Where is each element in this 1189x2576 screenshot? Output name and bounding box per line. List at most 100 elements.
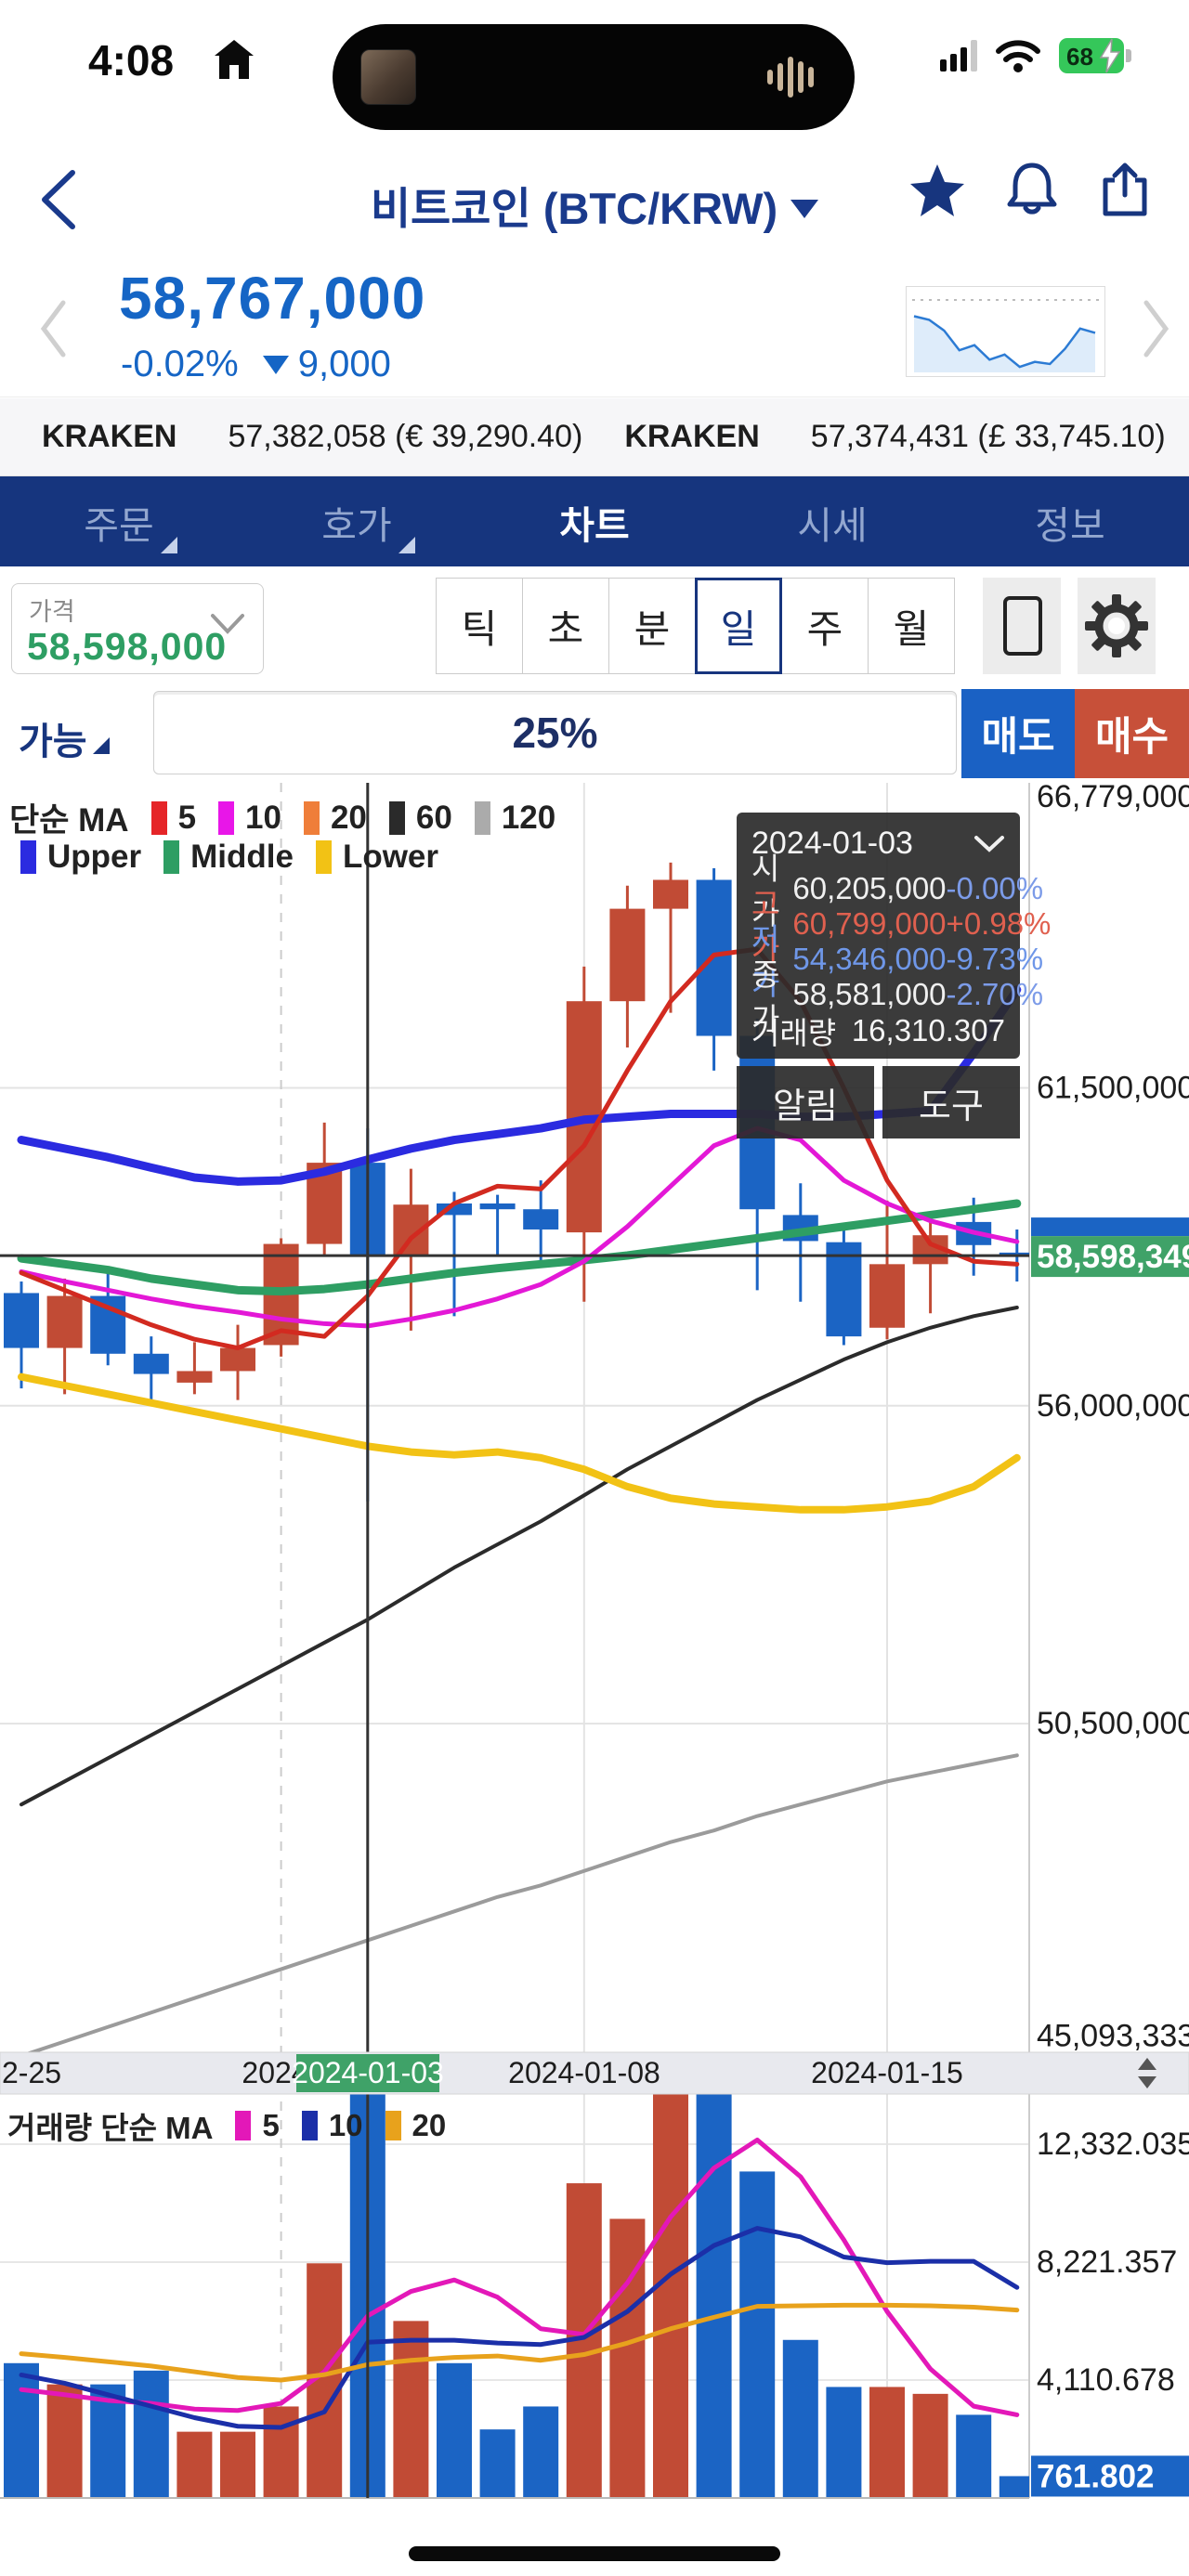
symbol-title[interactable]: 비트코인 (BTC/KRW) xyxy=(0,173,1189,237)
tab-정보[interactable]: 정보 xyxy=(1035,503,1105,547)
legend-label: 5 xyxy=(262,2108,280,2142)
interval-button-월[interactable]: 월 xyxy=(868,578,955,674)
svg-text:12,332.035: 12,332.035 xyxy=(1037,2127,1189,2162)
dynamic-island[interactable] xyxy=(333,24,855,130)
interval-button-틱[interactable]: 틱 xyxy=(436,578,523,674)
nav-tabs: 주문 호가 차트 시세 정보 xyxy=(0,476,1189,566)
tooltip-panel: 2024-01-03 시가 60,205,000 -0.00% 고가 60,799,00… xyxy=(737,813,1052,1059)
legend-swatch-icon xyxy=(474,800,490,835)
svg-text:2024-01-03: 2024-01-03 xyxy=(292,2056,444,2089)
legend-label: 60 xyxy=(415,799,452,836)
price-dropdown-value: 58,598,000 xyxy=(27,625,228,668)
title-dropdown-caret-icon xyxy=(790,200,819,218)
battery-icon: 68 xyxy=(1059,38,1131,73)
available-toggle[interactable]: 가능 xyxy=(19,711,110,765)
svg-text:50,500,000: 50,500,000 xyxy=(1037,1706,1189,1741)
tooltip-volume-label: 거래량 xyxy=(751,1016,837,1050)
mini-sparkline[interactable] xyxy=(906,286,1105,377)
legend-label: 20 xyxy=(330,799,367,836)
svg-text:58,598,349: 58,598,349 xyxy=(1037,1239,1189,1275)
legend-label: 5 xyxy=(177,799,197,836)
favorite-star-icon[interactable] xyxy=(908,163,966,218)
legend-swatch-icon xyxy=(235,2111,252,2140)
chevron-down-icon xyxy=(211,614,244,634)
share-icon[interactable] xyxy=(1098,162,1152,219)
tab-주문[interactable]: 주문 xyxy=(0,476,238,566)
next-symbol-icon[interactable] xyxy=(1141,299,1172,358)
gear-icon xyxy=(1085,594,1148,657)
price-dropdown[interactable]: 가격 58,598,000 xyxy=(11,583,264,674)
status-bar: 4:08 68 xyxy=(0,0,1189,139)
legend-label: 10 xyxy=(328,2108,363,2142)
legend-title: 단순 MA xyxy=(9,802,129,839)
interval-button-초[interactable]: 초 xyxy=(522,578,609,674)
change-amount: 9,000 xyxy=(262,344,391,385)
tab-시세[interactable]: 시세 xyxy=(797,503,868,547)
tooltip-row: 시가 60,205,000 -0.00% xyxy=(751,852,1044,930)
prev-symbol-icon[interactable] xyxy=(37,299,69,358)
tooltip-collapse-icon[interactable] xyxy=(973,835,1005,853)
tab-차트[interactable]: 차트 xyxy=(559,503,630,547)
home-icon xyxy=(215,40,254,79)
order-row: 가능 25% 매도 매수 xyxy=(0,689,1189,778)
tab-caret-icon xyxy=(399,537,415,553)
settings-button[interactable] xyxy=(1078,578,1156,674)
exchange-name: KRAKEN xyxy=(624,419,760,454)
svg-text:2024-01-08: 2024-01-08 xyxy=(508,2056,660,2089)
price-section: 58,767,000 -0.02% 9,000 xyxy=(0,258,1189,397)
tooltip-button-도구[interactable]: 도구 xyxy=(882,1066,1020,1138)
tooltip-row: 고가 60,799,000 +0.98% xyxy=(751,887,1052,966)
legend-label: Upper xyxy=(47,839,142,875)
legend-swatch-icon xyxy=(20,840,36,874)
audio-waveform-icon xyxy=(767,57,814,98)
home-indicator xyxy=(409,2546,780,2561)
orientation-button[interactable] xyxy=(983,578,1061,674)
svg-text:66,779,000: 66,779,000 xyxy=(1037,783,1189,814)
price-change-row: -0.02% 9,000 xyxy=(121,344,391,385)
bollinger-legend: Upper Middle Lower xyxy=(9,839,438,876)
tab-caret-icon xyxy=(161,537,177,553)
down-triangle-icon xyxy=(262,356,289,374)
svg-text:56,000,000: 56,000,000 xyxy=(1037,1388,1189,1424)
back-icon[interactable] xyxy=(32,167,87,232)
svg-text:8,221.357: 8,221.357 xyxy=(1037,2244,1177,2280)
svg-text:45,093,333: 45,093,333 xyxy=(1037,2019,1189,2054)
svg-text:2024-01-15: 2024-01-15 xyxy=(811,2056,963,2089)
interval-button-주[interactable]: 주 xyxy=(781,578,869,674)
interval-button-일[interactable]: 일 xyxy=(695,578,782,674)
exchange-value: 57,374,431 (£ 33,745.10) xyxy=(810,419,1166,454)
legend-label: Lower xyxy=(342,839,439,875)
legend-swatch-icon xyxy=(301,2111,318,2140)
svg-text:61,500,000: 61,500,000 xyxy=(1037,1071,1189,1106)
legend-title: 거래량 단순 MA xyxy=(7,2111,214,2145)
svg-text:4,110.678: 4,110.678 xyxy=(1037,2362,1175,2398)
exchange-value: 57,382,058 (€ 39,290.40) xyxy=(228,419,583,454)
album-art xyxy=(360,49,416,105)
legend-swatch-icon xyxy=(303,800,320,835)
legend-label: Middle xyxy=(190,839,294,875)
change-percent: -0.02% xyxy=(121,344,239,384)
legend-swatch-icon xyxy=(388,800,405,835)
tooltip-button-알림[interactable]: 알림 xyxy=(737,1066,874,1138)
legend-label: 120 xyxy=(501,799,556,836)
tab-호가[interactable]: 호가 xyxy=(238,476,476,566)
price-dropdown-label: 가격 xyxy=(29,598,75,626)
sell-button[interactable]: 매도 xyxy=(961,689,1075,778)
legend-label: 10 xyxy=(245,799,281,836)
svg-text:761.802: 761.802 xyxy=(1037,2458,1155,2494)
buy-button[interactable]: 매수 xyxy=(1075,689,1189,778)
interval-button-분[interactable]: 분 xyxy=(608,578,696,674)
available-caret-icon xyxy=(92,737,110,754)
order-percent-input[interactable]: 25% xyxy=(153,691,957,774)
tooltip-row: 종가 58,581,000 -2.70% xyxy=(751,957,1044,1036)
ma-legend: 단순 MA 5 10 20 60 120 xyxy=(9,794,555,841)
notification-bell-icon[interactable] xyxy=(1005,162,1059,219)
candle-tooltip: 2024-01-03 시가 60,205,000 -0.00% 고가 60,799,00… xyxy=(737,813,1052,1138)
volume-ma-legend: 거래량 단순 MA 5 10 20 xyxy=(7,2103,446,2148)
tooltip-date: 2024-01-03 xyxy=(751,826,913,861)
wifi-icon xyxy=(996,40,1040,72)
legend-swatch-icon xyxy=(150,800,167,835)
exchange-name: KRAKEN xyxy=(42,419,177,454)
current-price: 58,767,000 xyxy=(119,265,426,332)
